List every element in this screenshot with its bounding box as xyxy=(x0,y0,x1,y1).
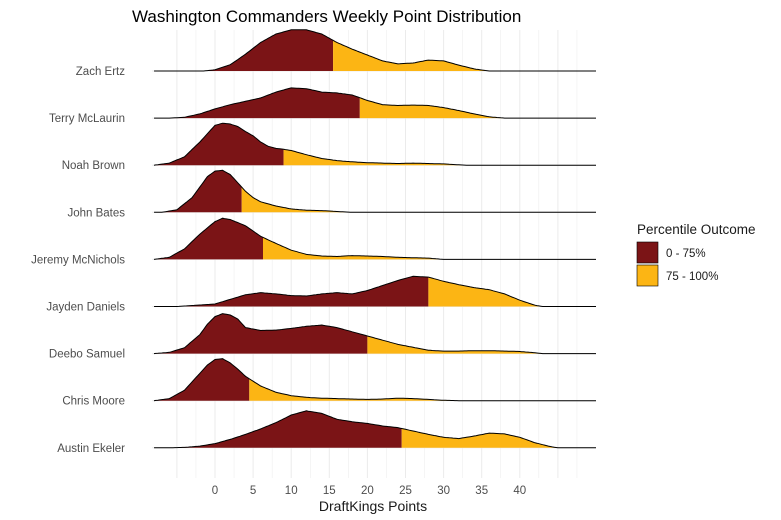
ridge-fill-high xyxy=(401,428,558,448)
ridge-fill-high xyxy=(249,378,459,401)
ridge-fill-high xyxy=(263,237,444,260)
player-label: Noah Brown xyxy=(62,160,125,172)
ridge-fill-high xyxy=(333,40,490,71)
ridge-fill-high xyxy=(367,336,543,354)
ridge-fill-low xyxy=(154,218,263,260)
player-labels: Zach Ertz Terry McLaurin Noah Brown John Ba… xyxy=(31,66,125,455)
ridge-outline xyxy=(154,169,596,213)
player-label: Chris Moore xyxy=(62,396,125,408)
ridge-zach-ertz xyxy=(154,29,596,72)
ridge-noah-brown xyxy=(153,122,596,166)
x-tick-label: 0 xyxy=(212,485,218,497)
ridge-jeremy-mcnichols xyxy=(153,217,596,260)
player-label: Austin Ekeler xyxy=(57,443,125,455)
ridge-john-bates xyxy=(154,169,596,213)
player-label: Terry McLaurin xyxy=(49,113,125,125)
ridge-fill-high xyxy=(241,187,353,213)
ridge-fill-low xyxy=(154,358,250,401)
x-axis-title: DraftKings Points xyxy=(319,498,427,514)
legend: Percentile Outcome 0 - 75% 75 - 100% xyxy=(636,222,756,287)
x-tick-label: 40 xyxy=(513,485,526,497)
ridge-fill-low xyxy=(176,276,429,307)
player-label: John Bates xyxy=(67,207,125,219)
legend-label-high: 75 - 100% xyxy=(666,271,718,283)
ridge-outline xyxy=(153,313,596,355)
ridge-austin-ekeler xyxy=(154,410,596,449)
ridge-outline xyxy=(153,122,596,166)
player-label: Zach Ertz xyxy=(76,66,125,78)
x-tick-label: 5 xyxy=(250,485,256,497)
x-tick-label: 20 xyxy=(361,485,374,497)
x-tick-label: 15 xyxy=(323,485,336,497)
ridge-deebo-samuel xyxy=(153,313,596,355)
legend-swatch-high xyxy=(636,264,659,287)
x-tick-label: 10 xyxy=(285,485,298,497)
legend-label-low: 0 - 75% xyxy=(666,248,706,260)
ridge-fill-low xyxy=(169,87,360,119)
ridge-fill-high xyxy=(359,97,505,119)
ridge-outline xyxy=(153,358,596,402)
ridge-fill-low xyxy=(161,170,242,213)
ridge-fill-low xyxy=(203,29,334,71)
chart-title: Washington Commanders Weekly Point Distr… xyxy=(132,7,521,26)
player-label: Jayden Daniels xyxy=(46,302,125,314)
ridge-fill-low xyxy=(154,123,284,166)
ridge-terry-mclaurin xyxy=(154,87,596,119)
ridge-fill-low xyxy=(169,410,402,448)
ridge-chris-moore xyxy=(153,358,596,402)
legend-swatch-low xyxy=(636,241,659,264)
ridge-outline xyxy=(154,29,596,72)
x-tick-label: 35 xyxy=(475,485,488,497)
ridge-jayden-daniels xyxy=(154,275,596,307)
ridge-outline xyxy=(154,87,596,119)
x-tick-label: 30 xyxy=(437,485,450,497)
x-axis-ticks: 0 5 10 15 20 25 30 35 40 xyxy=(212,485,526,497)
player-label: Jeremy McNichols xyxy=(31,254,125,266)
ridge-fill-high xyxy=(283,149,467,166)
ridges xyxy=(153,29,596,449)
x-tick-label: 25 xyxy=(399,485,412,497)
ridge-fill-low xyxy=(154,313,368,354)
ridge-outline xyxy=(154,275,596,307)
player-label: Deebo Samuel xyxy=(49,349,125,361)
ridge-outline xyxy=(154,410,596,449)
ridge-outline xyxy=(153,217,596,260)
legend-title: Percentile Outcome xyxy=(637,222,756,237)
